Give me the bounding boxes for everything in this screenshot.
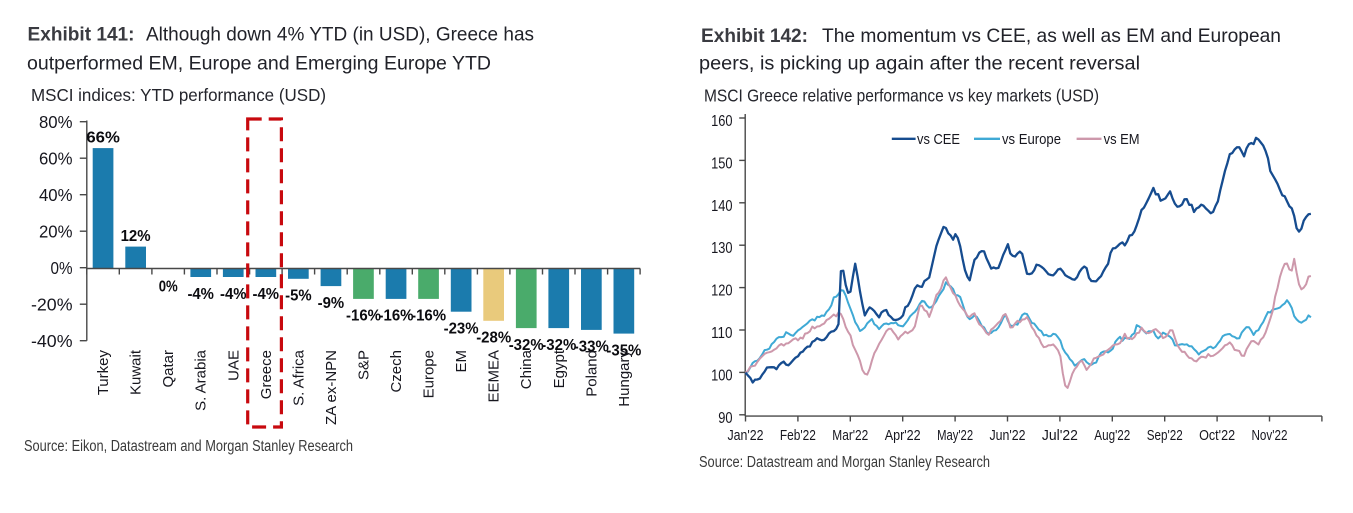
svg-text:-4%: -4% [253, 286, 280, 303]
svg-text:0%: 0% [159, 279, 178, 296]
svg-text:110: 110 [711, 325, 732, 342]
svg-text:Source: Eikon, Datastream and: Source: Eikon, Datastream and Morgan Sta… [24, 438, 353, 455]
svg-text:-35%: -35% [606, 342, 641, 359]
svg-text:Jan'22: Jan'22 [728, 428, 764, 444]
svg-text:Jun'22: Jun'22 [990, 428, 1026, 444]
svg-text:120: 120 [711, 283, 732, 300]
svg-text:-28%: -28% [476, 330, 511, 347]
svg-text:-32%: -32% [541, 337, 576, 354]
svg-text:S. Africa: S. Africa [290, 349, 307, 406]
svg-text:vs Europe: vs Europe [1002, 131, 1061, 148]
svg-text:80%: 80% [39, 112, 73, 132]
svg-text:Exhibit 141:: Exhibit 141: [28, 24, 135, 46]
svg-text:Poland: Poland [583, 350, 600, 397]
svg-text:130: 130 [711, 240, 732, 257]
svg-text:20%: 20% [39, 222, 73, 242]
svg-text:Nov'22: Nov'22 [1252, 428, 1288, 444]
svg-text:Europe: Europe [421, 350, 438, 398]
svg-text:-23%: -23% [444, 321, 479, 338]
svg-text:12%: 12% [121, 228, 151, 245]
svg-text:The momentum vs CEE, as well a: The momentum vs CEE, as well as EM and E… [822, 25, 1281, 47]
svg-text:-40%: -40% [31, 331, 73, 351]
svg-text:Sep'22: Sep'22 [1147, 428, 1183, 444]
svg-text:Qatar: Qatar [160, 350, 177, 388]
svg-text:Czech: Czech [388, 350, 405, 393]
svg-text:MSCI indices: YTD performance: MSCI indices: YTD performance (USD) [31, 85, 326, 105]
svg-text:S&P: S&P [356, 350, 373, 380]
svg-text:May'22: May'22 [937, 428, 973, 444]
svg-text:-5%: -5% [285, 288, 312, 305]
svg-text:MSCI Greece relative performan: MSCI Greece relative performance vs key … [704, 86, 1099, 106]
svg-text:Exhibit 142:: Exhibit 142: [701, 25, 808, 47]
svg-text:outperformed EM, Europe and Em: outperformed EM, Europe and Emerging Eur… [27, 53, 491, 75]
svg-text:66%: 66% [86, 130, 120, 147]
svg-text:China: China [518, 349, 535, 389]
svg-text:UAE: UAE [225, 350, 242, 381]
svg-text:Kuwait: Kuwait [128, 349, 145, 395]
svg-text:-4%: -4% [187, 286, 214, 303]
svg-text:-4%: -4% [220, 286, 247, 303]
svg-text:EEMEA: EEMEA [486, 350, 503, 403]
svg-text:Turkey: Turkey [95, 350, 112, 396]
svg-text:Apr'22: Apr'22 [885, 428, 921, 444]
svg-text:Greece: Greece [258, 350, 275, 399]
svg-text:0%: 0% [51, 258, 73, 278]
svg-text:100: 100 [711, 367, 732, 384]
svg-text:-16%: -16% [411, 308, 446, 325]
svg-text:Feb'22: Feb'22 [780, 428, 816, 444]
svg-text:Mar'22: Mar'22 [832, 428, 868, 444]
svg-text:vs EM: vs EM [1104, 131, 1140, 148]
svg-text:Egypt: Egypt [551, 349, 568, 388]
svg-text:Aug'22: Aug'22 [1094, 428, 1130, 444]
svg-text:peers, is picking up again aft: peers, is picking up again after the rec… [699, 53, 1140, 75]
svg-text:90: 90 [718, 410, 732, 427]
svg-text:Hungary: Hungary [616, 350, 633, 407]
svg-text:vs CEE: vs CEE [917, 131, 960, 148]
svg-text:EM: EM [453, 350, 470, 373]
svg-text:ZA ex-NPN: ZA ex-NPN [323, 350, 340, 425]
svg-text:Source: Datastream and Morgan: Source: Datastream and Morgan Stanley Re… [699, 454, 990, 471]
svg-text:160: 160 [711, 113, 732, 130]
svg-text:-16%: -16% [346, 308, 381, 325]
svg-text:140: 140 [711, 198, 732, 215]
svg-text:S. Arabia: S. Arabia [193, 349, 210, 411]
svg-text:-32%: -32% [509, 337, 544, 354]
svg-text:-16%: -16% [379, 308, 414, 325]
svg-text:Oct'22: Oct'22 [1199, 428, 1235, 444]
svg-text:60%: 60% [39, 149, 73, 169]
svg-text:-20%: -20% [31, 295, 73, 315]
svg-text:Although down 4% YTD (in USD),: Although down 4% YTD (in USD), Greece ha… [146, 24, 534, 46]
svg-text:-33%: -33% [574, 339, 609, 356]
svg-text:150: 150 [711, 155, 732, 172]
svg-text:-9%: -9% [318, 295, 345, 312]
svg-text:Jul'22: Jul'22 [1042, 428, 1078, 444]
svg-text:40%: 40% [39, 185, 73, 205]
